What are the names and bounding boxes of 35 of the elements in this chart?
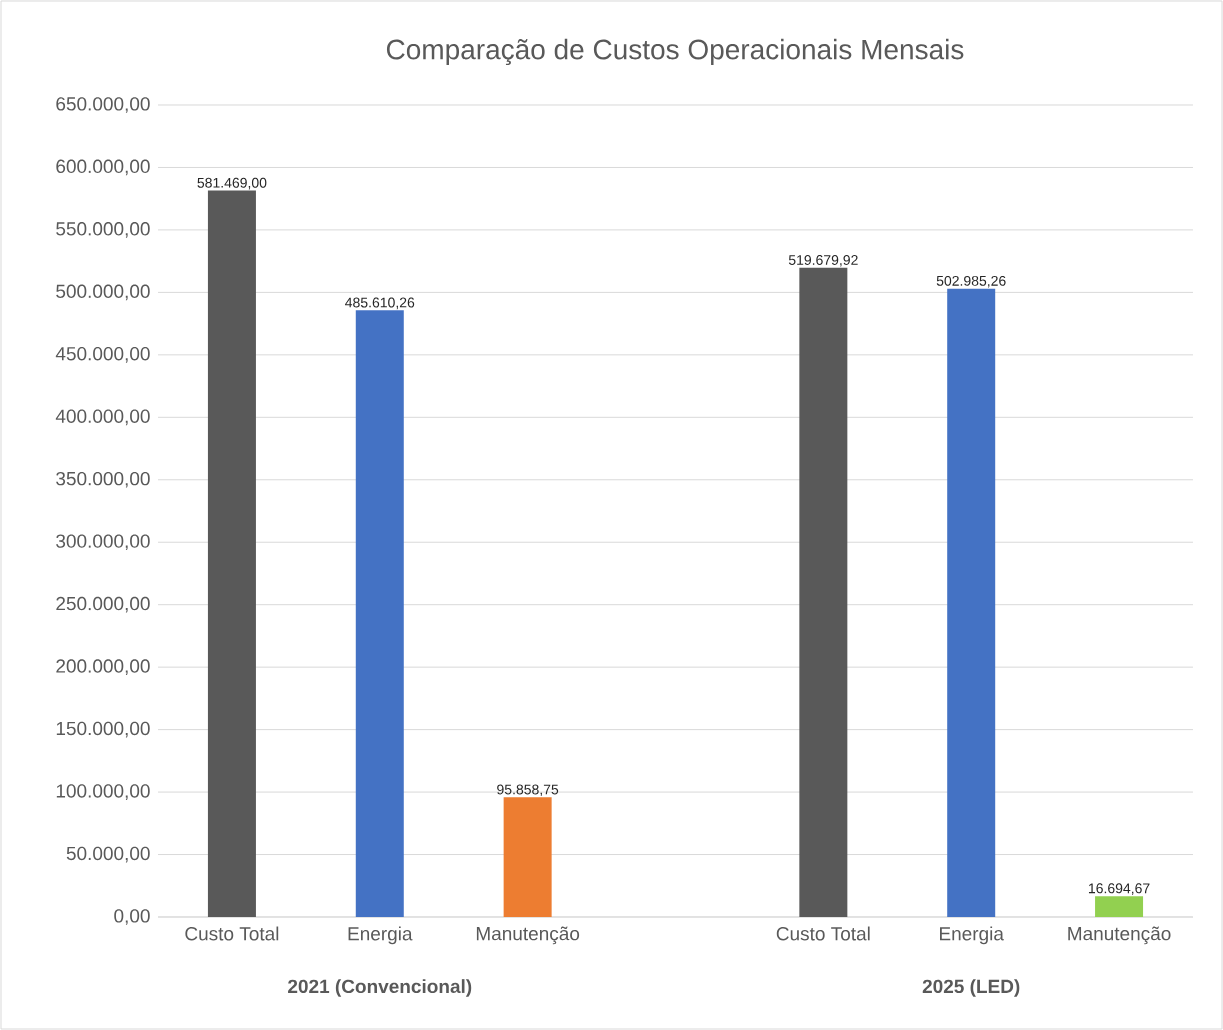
data-label: 502.985,26 [936,275,1006,288]
y-tick-label: 100.000,00 [56,784,150,800]
bar [947,288,996,917]
y-tick-label: 650.000,00 [56,97,150,113]
x-tick-label: Manutenção [1068,926,1171,945]
y-tick-label: 300.000,00 [56,534,150,551]
y-tick-label: 350.000,00 [56,471,150,488]
y-tick-label: 500.000,00 [56,284,150,301]
y-tick-label: 600.000,00 [56,159,150,176]
x-tick-label: Manutenção [476,926,580,945]
text: 2025 (LED) [922,979,1020,997]
text: 2021 (Convencional) [288,979,472,997]
data-label: 581.469,00 [197,177,267,190]
y-tick-label: 200.000,00 [56,659,150,676]
data-label: 485.610,26 [345,297,415,310]
y-tick-label: 250.000,00 [56,596,150,613]
chart-title: Comparação de Custos Operacionais Mensais [386,38,964,66]
x-tick-label: Custo Total [776,926,870,941]
x-tick-label: Energia [940,926,1004,945]
y-tick-label: 400.000,00 [55,409,150,426]
x-tick-label: Energia [348,926,413,945]
y-tick-label: 550.000,00 [56,222,150,238]
y-tick-label: 0,00 [114,909,150,925]
data-label: 16.694,67 [1088,883,1150,895]
data-label: 95.858,75 [497,784,559,797]
x-tick-label: Custo Total [185,926,279,941]
bar [1095,896,1144,917]
data-label: 519.679,92 [788,255,858,267]
bar [503,797,552,917]
bar [799,267,848,917]
y-tick-label: 50.000,00 [66,846,150,863]
y-tick-label: 150.000,00 [56,721,150,738]
y-tick-label: 450.000,00 [55,346,150,363]
bar [207,190,256,917]
bar [355,310,404,917]
